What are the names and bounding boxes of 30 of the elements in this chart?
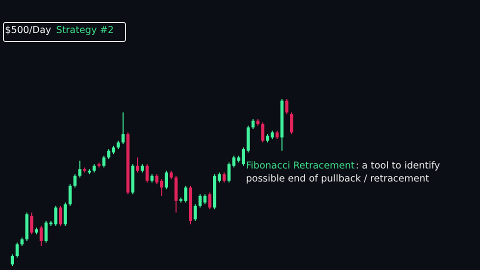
candlestick <box>16 242 19 258</box>
candlestick <box>285 98 288 115</box>
candlestick <box>64 202 67 226</box>
candlestick <box>218 172 221 183</box>
candlestick <box>73 174 77 188</box>
candlestick <box>78 160 82 178</box>
candlestick <box>198 194 202 208</box>
candlestick <box>227 162 231 183</box>
candlestick <box>203 194 207 205</box>
chart-title: $500/Day Strategy #2 <box>5 25 114 36</box>
candlestick <box>146 164 149 183</box>
candlestick <box>290 112 294 135</box>
candlestick <box>252 118 255 130</box>
candlestick <box>164 170 168 190</box>
candlestick <box>44 220 48 244</box>
candlestick <box>174 175 178 214</box>
candlestick <box>58 205 62 226</box>
candlestick <box>194 204 197 222</box>
candlestick <box>107 148 110 160</box>
candlestick <box>102 155 106 168</box>
candlestick <box>261 122 264 143</box>
candlestick <box>68 184 72 206</box>
candlestick <box>10 254 14 266</box>
candlestick <box>208 192 212 210</box>
candlestick <box>40 225 43 246</box>
candlestick <box>122 112 125 145</box>
candlestick <box>136 156 140 173</box>
candlestick <box>30 212 34 235</box>
annotation: Fibonacci Retracement: a tool to identify possible end of pullback / retracement <box>246 160 444 184</box>
candlestick <box>222 172 226 183</box>
